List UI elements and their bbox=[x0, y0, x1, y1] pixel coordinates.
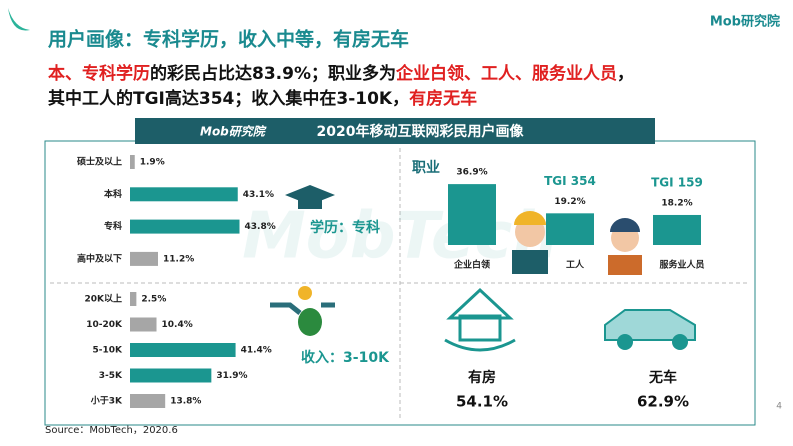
grad-cap-icon bbox=[285, 185, 335, 209]
stat-value: 62.9% bbox=[637, 393, 689, 411]
bar bbox=[130, 251, 158, 266]
source: Source：MobTech，2020.6 bbox=[45, 425, 178, 436]
category-label: 服务业人员 bbox=[659, 259, 704, 271]
logo: Mob研究院 bbox=[710, 14, 780, 30]
category-label: 10-20K bbox=[86, 320, 123, 330]
bar bbox=[130, 187, 238, 202]
stat-label: 有房 bbox=[468, 369, 496, 386]
category-label: 20K以上 bbox=[85, 293, 123, 305]
value-label: 2.5% bbox=[141, 295, 166, 305]
category-label: 小于3K bbox=[90, 395, 123, 407]
category-label: 5-10K bbox=[93, 346, 124, 356]
worker-icons bbox=[512, 211, 642, 275]
subtitle-segment: 企业白领、工人、服务业人员 bbox=[395, 64, 617, 84]
car-icon bbox=[604, 309, 696, 350]
subtitle-segment: 有房无车 bbox=[409, 89, 478, 109]
value-label: 41.4% bbox=[241, 346, 272, 356]
value-label: 43.1% bbox=[243, 190, 274, 200]
banner bbox=[135, 118, 655, 144]
category-label: 硕士及以上 bbox=[77, 156, 122, 168]
bar bbox=[546, 213, 594, 245]
category-label: 企业白领 bbox=[453, 259, 490, 271]
chart-title: 学历：专科 bbox=[310, 219, 380, 236]
bar bbox=[653, 214, 701, 245]
page-number: 4 bbox=[776, 402, 782, 412]
category-label: 3-5K bbox=[99, 371, 123, 381]
subtitle-segment: 本、专科学历 bbox=[48, 64, 150, 84]
banner-title: 2020年移动互联网彩民用户画像 bbox=[317, 123, 525, 140]
value-label: 31.9% bbox=[216, 371, 247, 381]
category-label: 工人 bbox=[566, 259, 585, 271]
house-icon bbox=[444, 287, 516, 352]
bar bbox=[130, 292, 137, 306]
corner-icon bbox=[8, 8, 30, 31]
value-label: 1.9% bbox=[140, 158, 165, 168]
subtitle: 本、专科学历的彩民占比达83.9%；职业多为企业白领、工人、服务业人员，其中工人… bbox=[48, 62, 648, 112]
chart-title: 职业 bbox=[412, 160, 440, 176]
bar bbox=[130, 394, 166, 408]
value-label: 11.2% bbox=[163, 254, 194, 264]
category-label: 高中及以下 bbox=[77, 252, 122, 264]
stat-value: 54.1% bbox=[456, 393, 508, 411]
money-icon bbox=[270, 286, 335, 336]
value-label: 13.8% bbox=[170, 397, 201, 407]
subtitle-segment: 的彩民占比达83.9%；职业多为 bbox=[150, 64, 396, 84]
value-label: 19.2% bbox=[554, 197, 585, 207]
value-label: 18.2% bbox=[661, 198, 692, 208]
bar bbox=[130, 368, 212, 383]
bar bbox=[130, 317, 157, 332]
bar bbox=[448, 184, 496, 245]
bar bbox=[130, 343, 236, 357]
value-label: 36.9% bbox=[456, 168, 487, 178]
value-label: 10.4% bbox=[162, 320, 193, 330]
annotation: TGI 354 bbox=[544, 174, 596, 188]
value-label: 43.8% bbox=[245, 222, 276, 232]
watermark: MobTech bbox=[242, 200, 558, 274]
subtitle-segment: ，其中工人的TGI高达354；收入集中在3-10K， bbox=[48, 64, 634, 109]
category-label: 本科 bbox=[104, 188, 122, 200]
category-label: 专科 bbox=[104, 220, 122, 232]
annotation: TGI 159 bbox=[651, 175, 703, 189]
page-title: 用户画像：专科学历，收入中等，有房无车 bbox=[48, 28, 409, 51]
banner-logo: Mob研究院 bbox=[200, 125, 267, 139]
chart-title: 收入：3-10K bbox=[301, 349, 390, 366]
bar bbox=[130, 219, 240, 234]
stat-label: 无车 bbox=[648, 369, 677, 386]
bar bbox=[130, 155, 135, 169]
